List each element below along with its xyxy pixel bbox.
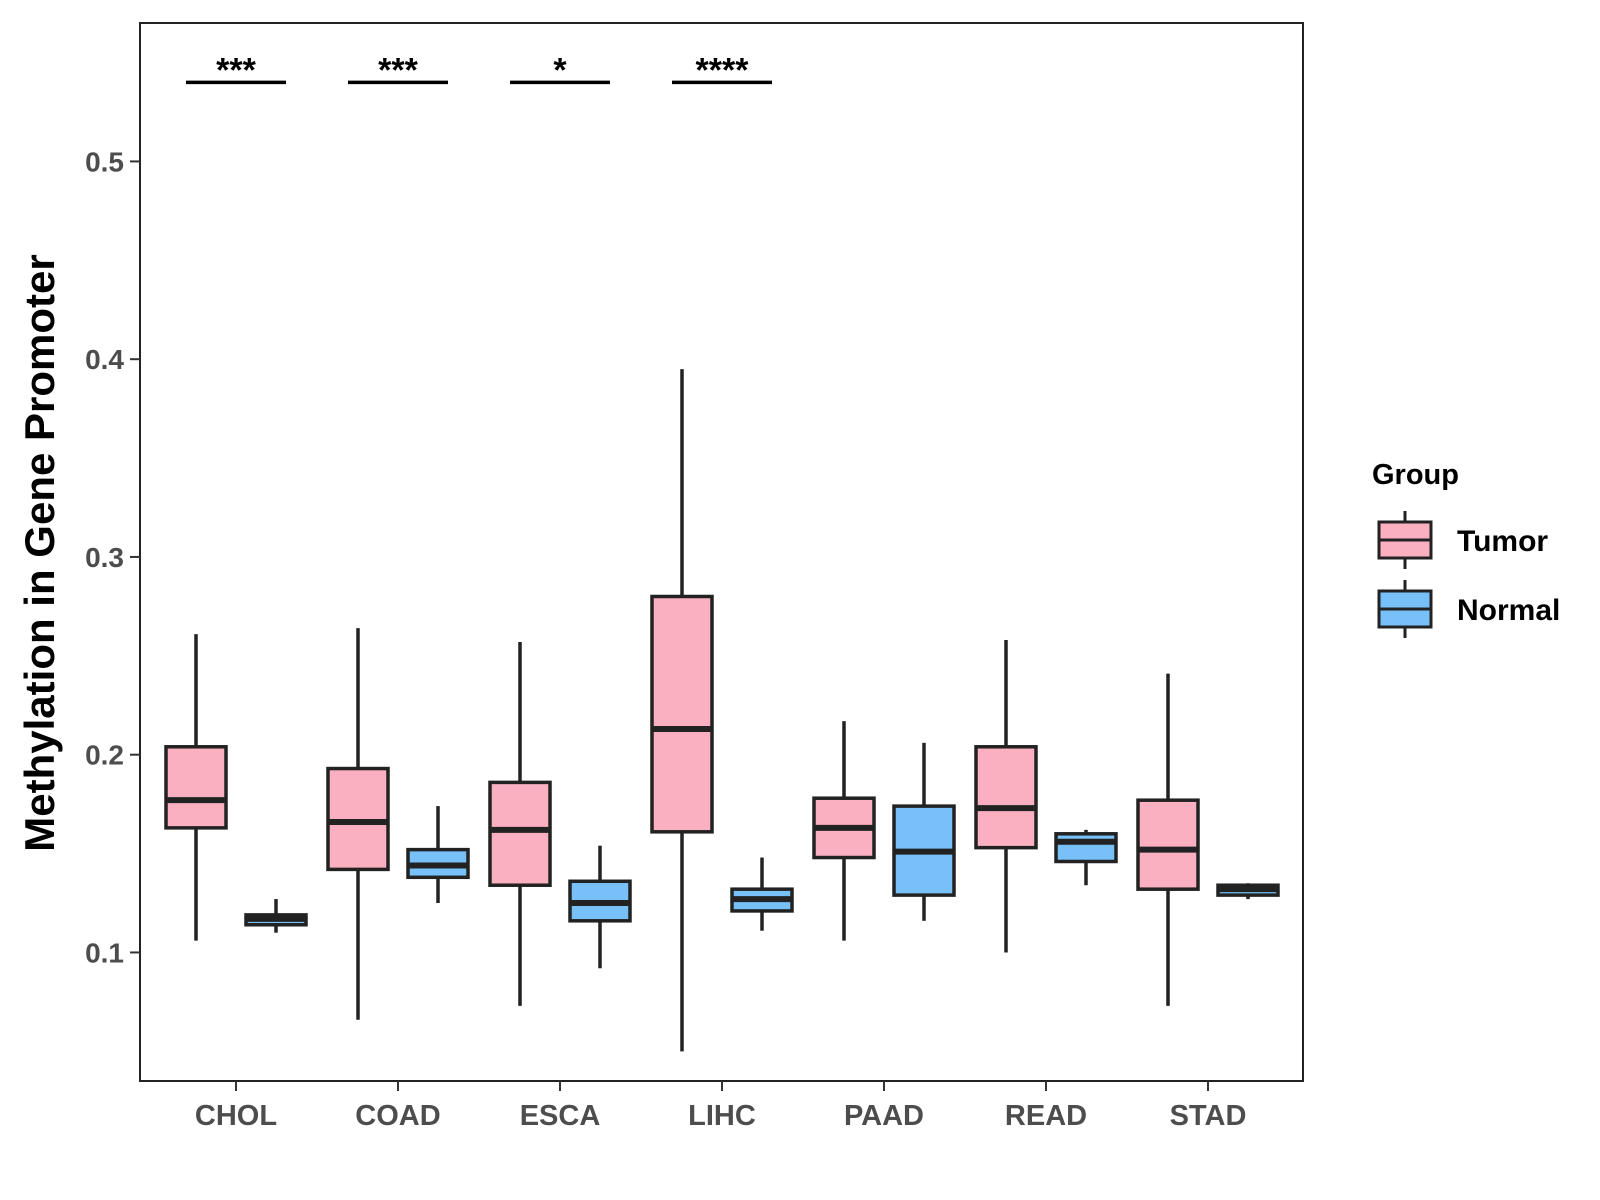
- box-tumor-lihc: [650, 369, 714, 1052]
- box-normal-paad: [892, 742, 956, 921]
- legend-title: Group: [1372, 459, 1459, 491]
- legend: Group Tumor Normal: [1372, 459, 1560, 638]
- box-tumor-paad: [812, 721, 876, 941]
- box-normal-lihc: [730, 857, 794, 931]
- x-tick-label-lihc: LIHC: [688, 1100, 756, 1132]
- box-iqr: [1136, 798, 1200, 891]
- box-tumor-coad: [326, 628, 390, 1020]
- legend-label: Normal: [1457, 594, 1560, 627]
- y-tick-label: 0.5: [85, 146, 124, 177]
- significance-esca: *: [510, 51, 610, 89]
- box-series: [164, 369, 1280, 1052]
- significance-label: *: [553, 51, 567, 89]
- significance-chol: ***: [186, 51, 286, 89]
- box-tumor-stad: [1136, 673, 1200, 1006]
- box-iqr: [1054, 832, 1118, 864]
- box-iqr: [974, 745, 1038, 850]
- box-normal-chol: [244, 899, 308, 933]
- x-tick-label-esca: ESCA: [520, 1100, 601, 1132]
- y-tick-label: 0.4: [85, 344, 124, 375]
- x-tick-label-coad: COAD: [355, 1100, 440, 1132]
- y-tick-label: 0.3: [85, 542, 124, 573]
- y-axis: 0.1 0.2 0.3 0.4 0.5: [85, 146, 140, 968]
- box-normal-read: [1054, 829, 1118, 886]
- box-normal-coad: [406, 806, 470, 904]
- y-tick-label: 0.1: [85, 937, 124, 968]
- box-iqr: [488, 780, 552, 887]
- significance-label: ****: [696, 51, 750, 89]
- box-tumor-read: [974, 640, 1038, 953]
- x-axis: CHOL COAD ESCA LIHC PAAD READ STAD: [195, 1081, 1246, 1132]
- significance-coad: ***: [348, 51, 448, 89]
- x-tick-label-paad: PAAD: [844, 1100, 924, 1132]
- box-normal-stad: [1216, 883, 1280, 900]
- significance-label: ***: [378, 51, 418, 89]
- legend-item-tumor: Tumor: [1377, 511, 1548, 569]
- box-tumor-chol: [164, 634, 228, 941]
- x-tick-label-read: READ: [1005, 1100, 1087, 1132]
- y-tick-label: 0.2: [85, 740, 124, 771]
- significance-annotations: *** *** * ****: [186, 51, 772, 89]
- legend-label: Tumor: [1457, 525, 1548, 558]
- box-iqr: [650, 594, 714, 834]
- box-normal-esca: [568, 845, 632, 969]
- legend-item-normal: Normal: [1377, 580, 1560, 638]
- plot-panel: [139, 22, 1304, 1082]
- box-tumor-esca: [488, 641, 552, 1006]
- significance-label: ***: [216, 51, 256, 89]
- y-axis-title: Methylation in Gene Promoter: [16, 254, 63, 851]
- box-iqr: [164, 745, 228, 830]
- significance-lihc: ****: [672, 51, 772, 89]
- x-tick-label-stad: STAD: [1170, 1100, 1247, 1132]
- x-tick-label-chol: CHOL: [195, 1100, 277, 1132]
